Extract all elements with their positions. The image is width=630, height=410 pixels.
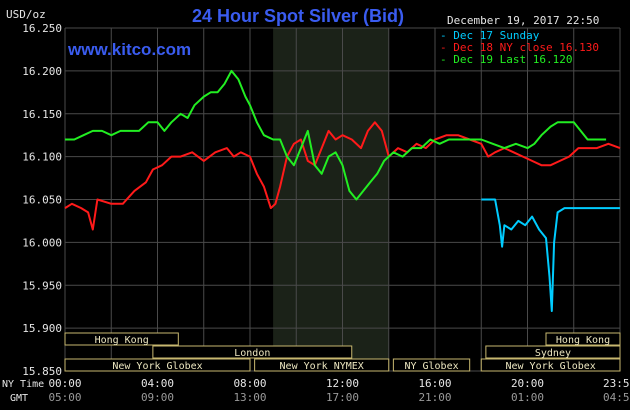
session-label-5: New York NYMEX [280,361,364,372]
gmt-label: GMT [10,393,28,404]
session-box-4 [64,358,251,372]
unit-label: USD/oz [6,8,46,21]
x-tick-gmt-3: 17:00 [326,391,359,404]
session-box-1 [545,332,621,346]
legend-dec19: - Dec 19 Last 16.120 [440,53,572,66]
y-tick-label-0: 16.250 [22,22,62,35]
session-label-6: NY Globex [404,361,458,372]
y-axis-ticks: 16.250 16.200 16.150 16.100 16.050 16.000 15.9… [22,22,62,378]
x-tick-gmt-6: 04:59 [603,391,630,404]
x-tick-ny-3: 12:00 [326,377,359,390]
market-sessions: Hong Kong Hong Kong London Sydney New York G… [64,332,621,372]
session-label-3: Sydney [535,348,571,359]
y-tick-label-3: 16.100 [22,151,62,164]
session-label-0: Hong Kong [95,335,149,346]
x-tick-gmt-5: 01:00 [511,391,544,404]
legend-dec17: - Dec 17 Sunday [440,29,540,42]
x-tick-ny-1: 04:00 [141,377,174,390]
session-box-3 [485,345,621,359]
y-tick-label-7: 15.900 [22,322,62,335]
datetime-label: December 19, 2017 22:50 [447,14,599,27]
session-box-6 [392,358,471,372]
y-tick-label-8: 15.850 [22,365,62,378]
series-line-0 [481,198,620,312]
session-label-4: New York Globex [112,361,202,372]
session-label-2: London [234,348,270,359]
chart-title: 24 Hour Spot Silver (Bid) [192,6,404,26]
grid-lines [64,27,621,372]
y-tick-label-4: 16.050 [22,194,62,207]
session-box-2 [152,345,353,359]
session-box-0 [64,332,179,346]
session-label-1: Hong Kong [556,335,610,346]
x-tick-ny-4: 16:00 [418,377,451,390]
series-line-1 [64,121,621,231]
session-box-5 [254,358,390,372]
brand-link[interactable]: www.kitco.com [67,40,191,59]
x-tick-gmt-4: 21:00 [418,391,451,404]
y-tick-label-2: 16.150 [22,108,62,121]
legend: - Dec 17 Sunday - Dec 18 NY close 16.130… [440,29,599,66]
x-tick-ny-0: 00:00 [48,377,81,390]
y-tick-label-5: 16.000 [22,236,62,249]
series-line-2 [65,69,607,201]
x-tick-gmt-2: 13:00 [233,391,266,404]
x-tick-ny-2: 08:00 [233,377,266,390]
session-box-7 [480,358,621,372]
y-tick-label-1: 16.200 [22,65,62,78]
x-tick-gmt-1: 09:00 [141,391,174,404]
price-series [64,69,621,312]
x-tick-gmt-0: 05:00 [48,391,81,404]
x-tick-ny-6: 23:59 [603,377,630,390]
x-tick-ny-5: 20:00 [511,377,544,390]
legend-dec18: - Dec 18 NY close 16.130 [440,41,599,54]
y-tick-label-6: 15.950 [22,279,62,292]
session-label-7: New York Globex [505,361,595,372]
ny-time-label: NY Time [2,379,44,390]
